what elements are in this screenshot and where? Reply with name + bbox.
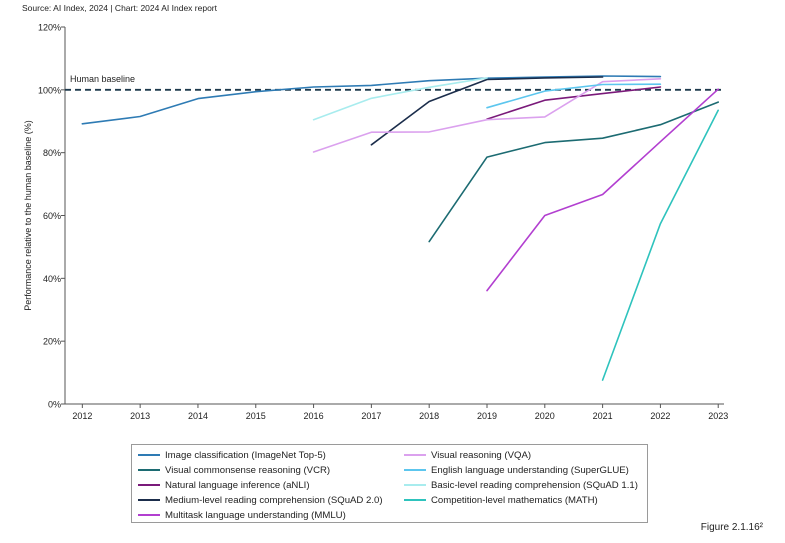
legend-item: Visual reasoning (VQA) (404, 448, 531, 462)
legend-swatch (404, 484, 426, 486)
legend-swatch (138, 499, 160, 501)
y-tick-label: 0% (48, 400, 61, 410)
legend-item: Basic-level reading comprehension (SQuAD… (404, 478, 638, 492)
x-tick-label: 2015 (246, 411, 266, 421)
chart-legend: Image classification (ImageNet Top-5) Vis… (131, 444, 648, 523)
legend-swatch (404, 454, 426, 456)
x-tick-label: 2023 (708, 411, 728, 421)
legend-label: Visual reasoning (VQA) (431, 449, 532, 461)
y-axis-label: Performance relative to the human baseli… (23, 120, 33, 311)
legend-label: English language understanding (SuperGLU… (431, 464, 629, 476)
series-line-3 (486, 86, 662, 120)
x-tick-label: 2018 (419, 411, 439, 421)
human-baseline: Human baseline (65, 74, 724, 91)
x-tick-label: 2022 (650, 411, 670, 421)
x-tick-label: 2021 (593, 411, 613, 421)
legend-label: Competition-level mathematics (MATH) (431, 494, 598, 506)
series-line-6 (312, 78, 662, 153)
axes: 0% 20% 40% 60% 80% 100% 120% 2012 2013 2014 2015 20… (23, 23, 728, 422)
legend-label: Multitask language understanding (MMLU) (165, 509, 346, 521)
legend-swatch (404, 469, 426, 471)
legend-swatch (138, 469, 160, 471)
series-line-4 (370, 76, 604, 146)
legend-swatch (138, 514, 160, 516)
x-tick-label: 2019 (477, 411, 497, 421)
x-tick-label: 2012 (72, 411, 92, 421)
line-chart: 0% 20% 40% 60% 80% 100% 120% 2012 2013 2014 2015 20… (23, 23, 728, 422)
series-layer (81, 75, 720, 381)
series-line-7 (486, 83, 662, 109)
legend-item: Image classification (ImageNet Top-5) (138, 448, 326, 462)
legend-swatch (404, 499, 426, 501)
legend-item: English language understanding (SuperGLU… (404, 463, 629, 477)
y-tick-label: 80% (43, 148, 61, 158)
series-line-2 (428, 101, 720, 243)
x-tick-label: 2016 (304, 411, 324, 421)
legend-label: Visual commonsense reasoning (VCR) (165, 464, 331, 476)
human-baseline-label: Human baseline (70, 74, 135, 84)
series-line-1 (81, 75, 662, 125)
legend-item: Natural language inference (aNLI) (138, 478, 310, 492)
y-tick-label: 40% (43, 274, 61, 284)
legend-item: Medium-level reading comprehension (SQuA… (138, 493, 383, 507)
legend-label: Image classification (ImageNet Top-5) (165, 449, 326, 461)
series-line-9 (601, 109, 720, 381)
legend-swatch (138, 484, 160, 486)
legend-label: Basic-level reading comprehension (SQuAD… (431, 479, 638, 491)
legend-item: Multitask language understanding (MMLU) (138, 508, 346, 522)
legend-label: Natural language inference (aNLI) (165, 479, 310, 491)
y-tick-label: 20% (43, 337, 61, 347)
legend-item: Visual commonsense reasoning (VCR) (138, 463, 330, 477)
chart-source: Source: AI Index, 2024 | Chart: 2024 AI … (22, 3, 217, 13)
y-tick-label: 100% (38, 85, 61, 95)
x-tick-label: 2013 (130, 411, 150, 421)
x-tick-label: 2014 (188, 411, 208, 421)
legend-label: Medium-level reading comprehension (SQuA… (165, 494, 383, 506)
y-tick-label: 120% (38, 23, 61, 33)
y-tick-label: 60% (43, 211, 61, 221)
series-line-5 (486, 88, 720, 292)
series-line-8 (312, 77, 488, 121)
x-tick-label: 2017 (361, 411, 381, 421)
x-tick-label: 2020 (535, 411, 555, 421)
figure-label: Figure 2.1.16² (700, 522, 763, 533)
legend-item: Competition-level mathematics (MATH) (404, 493, 598, 507)
legend-swatch (138, 454, 160, 456)
